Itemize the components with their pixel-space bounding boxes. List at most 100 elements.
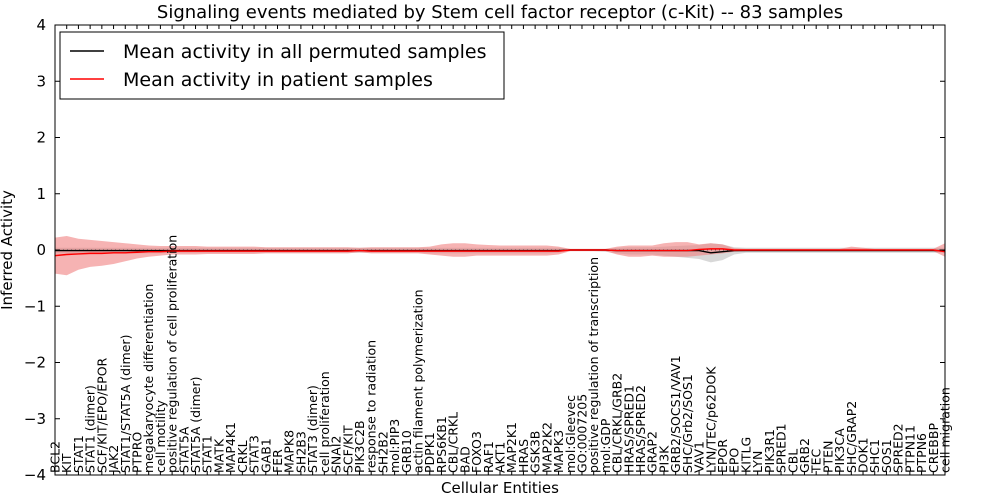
chart-title: Signaling events mediated by Stem cell f…: [157, 2, 843, 23]
x-category-label: KITLG: [738, 437, 753, 473]
x-category-label: FER: [270, 449, 285, 473]
x-category-label: SNAI2: [329, 436, 344, 473]
x-category-label: EPOR: [715, 439, 730, 473]
y-tick-label: −3: [24, 410, 46, 428]
legend-box: [59, 31, 505, 100]
x-category-label: STAT1: [71, 435, 86, 473]
x-axis-ticks: [54, 25, 946, 475]
x-category-label: PDPK1: [422, 432, 437, 473]
x-category-label: STAT1 (dimer): [83, 385, 98, 473]
x-category-label: GRB2: [797, 438, 812, 473]
x-category-label: BCL2: [48, 441, 63, 473]
x-category-label: TEC: [809, 448, 824, 474]
y-tick-label: 4: [36, 16, 46, 34]
x-category-label: GSK3B: [528, 431, 543, 473]
legend-label-0: Mean activity in all permuted samples: [123, 41, 486, 63]
x-category-label: actin filament polymerization: [411, 289, 426, 473]
y-tick-label: 3: [36, 72, 46, 90]
x-category-label: mol:Gleevec: [563, 395, 578, 473]
x-category-label: cell migration: [938, 387, 953, 473]
x-category-label: MATK: [211, 438, 226, 473]
x-category-label: PIK3CA: [832, 428, 847, 473]
x-category-label: HRAS/SPRED1: [621, 385, 636, 473]
x-category-label: cell motility: [153, 399, 168, 473]
x-category-label: MAPK3: [551, 430, 566, 473]
y-tick-label: 1: [36, 185, 46, 203]
series-band-1: [55, 235, 945, 276]
x-category-label: SPRED2: [891, 423, 906, 473]
x-category-label: GRB10: [399, 430, 414, 473]
x-category-label: MAPK8: [282, 430, 297, 473]
x-category-label: PTPN11: [902, 425, 917, 473]
x-axis-title: Cellular Entities: [441, 479, 559, 497]
x-category-label: MAP2K2: [539, 422, 554, 473]
x-category-label: CREBBP: [926, 423, 941, 473]
x-category-label: PIK3C2B: [352, 420, 367, 473]
x-category-label: MAP2K1: [504, 422, 519, 473]
x-category-label: LYN/TEC/p62DOK: [703, 366, 718, 473]
x-category-label: PI3K: [656, 445, 671, 473]
series-lines: [54, 248, 946, 257]
y-axis-title: Inferred Activity: [0, 190, 16, 310]
x-category-label: SCF/KIT/EPO/EPOR: [94, 357, 109, 473]
x-category-label: GRAP2: [645, 431, 660, 473]
y-tick-label: −4: [24, 466, 46, 484]
x-category-label: EPO: [727, 448, 742, 473]
legend: Mean activity in all permuted samples Mea…: [59, 31, 505, 100]
x-category-label: GAB1: [258, 438, 273, 473]
x-category-label: VAV1: [692, 441, 707, 473]
x-category-label: PTEN: [820, 441, 835, 473]
y-tick-label: 0: [36, 241, 46, 259]
x-category-label: PTPRO: [129, 432, 144, 473]
y-tick-label: 2: [36, 129, 46, 147]
x-category-label: mol:GDP: [598, 418, 613, 473]
x-category-label: STAT1: [200, 435, 215, 473]
x-category-label: RPS6KB1: [434, 416, 449, 473]
x-category-label: PIK3R1: [762, 429, 777, 473]
legend-label-1: Mean activity in patient samples: [123, 69, 433, 91]
x-category-label: GO:0007205: [574, 394, 589, 473]
x-category-label: CBL: [785, 449, 800, 473]
x-category-label: mol:PIP3: [387, 419, 402, 473]
x-category-label: CRKL: [235, 440, 250, 473]
x-category-label: megakaryocyte differentiation: [141, 284, 156, 473]
x-category-label: response to radiation: [364, 340, 379, 473]
x-category-label: HRAS: [516, 439, 531, 473]
y-axis-ticks: −4 −3 −2 −1 0 1 2 3 4: [24, 16, 945, 484]
x-category-label: MAP4K1: [223, 422, 238, 473]
x-category-label: STAT3: [247, 435, 262, 473]
x-category-label: STAT5A (dimer): [188, 377, 203, 473]
x-category-label: SOS1: [879, 439, 894, 473]
x-category-label: FOXO3: [469, 431, 484, 473]
x-category-label: SCF/KIT: [340, 425, 355, 473]
y-tick-label: −1: [24, 297, 46, 315]
x-category-label: JAK2: [106, 445, 121, 474]
x-category-label: SPRED1: [774, 423, 789, 473]
x-category-label: SHC/GRAP2: [844, 401, 859, 473]
x-category-label: KIT: [59, 453, 74, 473]
x-category-label: CBL/CRKL: [446, 412, 461, 473]
x-category-label: STAT5A: [176, 426, 191, 473]
x-category-label: DOK1: [856, 437, 871, 473]
x-category-label: cell proliferation: [317, 371, 332, 473]
x-category-label: LYN: [750, 451, 765, 473]
x-category-label: STAT1/STAT5A (dimer): [118, 335, 133, 473]
x-category-label: positive regulation of transcription: [586, 257, 601, 473]
x-category-label: SH2B2: [375, 431, 390, 473]
series-line-1: [54, 248, 946, 257]
x-category-label: SHC/Grb2/SOS1: [680, 374, 695, 473]
x-category-label: HRAS/SPRED2: [633, 385, 648, 473]
x-category-label: BAD: [457, 446, 472, 473]
x-category-label: RAF1: [481, 441, 496, 473]
x-category-label: AKT1: [493, 442, 508, 473]
x-category-label: CBL/CRKL/GRB2: [610, 373, 625, 473]
x-category-label: SH2B3: [293, 431, 308, 473]
confidence-bands: [55, 235, 945, 276]
x-category-label: GRB2/SOCS1/VAV1: [668, 355, 683, 473]
y-tick-label: −2: [24, 354, 46, 372]
x-category-label: positive regulation of cell proliferatio…: [165, 235, 180, 473]
x-category-label: STAT3 (dimer): [305, 385, 320, 473]
x-category-label: SHC1: [867, 439, 882, 473]
x-category-label: PTPN6: [914, 433, 929, 473]
